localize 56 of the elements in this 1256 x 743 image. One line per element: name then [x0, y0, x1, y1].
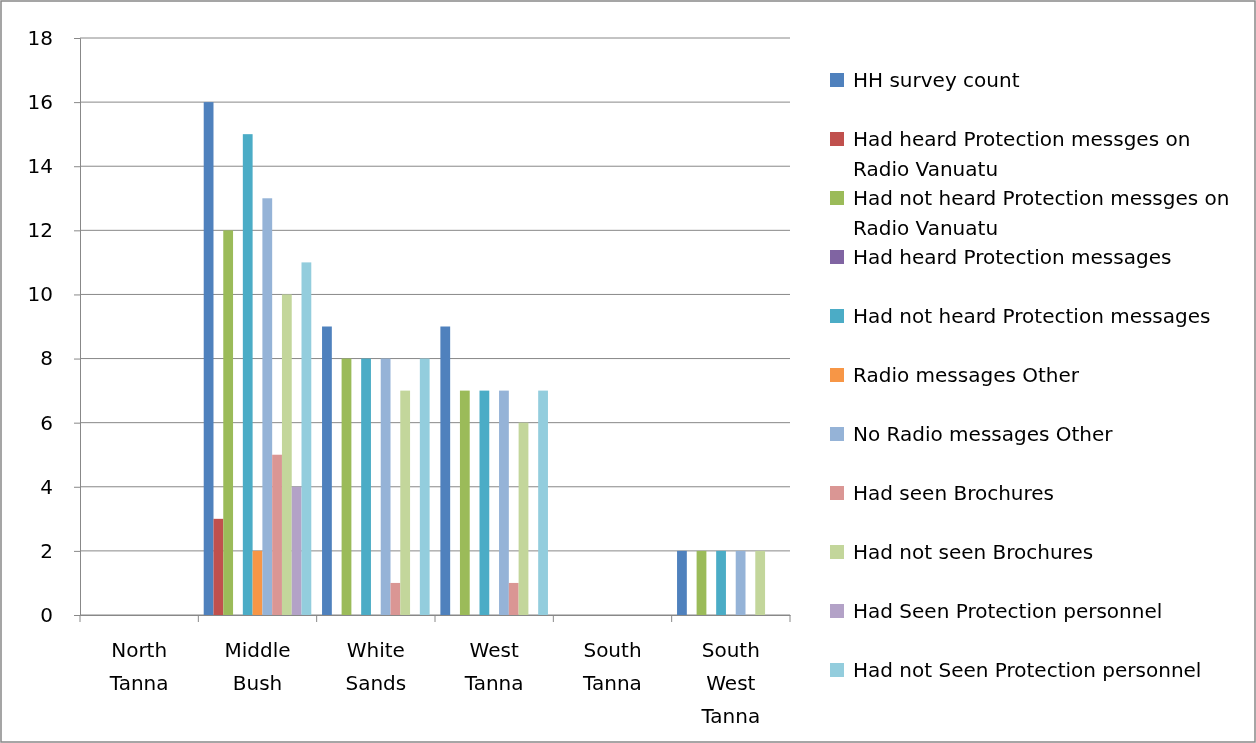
- bar: [716, 550, 726, 615]
- bar: [518, 422, 529, 615]
- y-tick-label: 18: [27, 25, 53, 50]
- x-tick-label: West Tanna: [463, 638, 524, 695]
- y-tick-label: 4: [40, 474, 53, 499]
- bar: [380, 358, 391, 615]
- legend-label: Had Seen Protection personnel: [853, 599, 1163, 623]
- legend-label: No Radio messages Other: [853, 422, 1114, 446]
- bar: [419, 358, 430, 615]
- x-tick-label: White Sands: [345, 638, 407, 695]
- bar: [301, 262, 312, 615]
- y-tick-label: 14: [27, 154, 53, 179]
- legend-label: Had not Seen Protection personnel: [853, 658, 1202, 682]
- x-tick-label: South West Tanna: [700, 638, 761, 728]
- y-tick-label: 8: [40, 346, 53, 371]
- bar: [508, 582, 519, 615]
- bar: [696, 550, 707, 615]
- bar: [341, 358, 352, 615]
- legend-label: Had heard Protection messages: [853, 245, 1172, 269]
- bar: [242, 134, 253, 615]
- bar: [440, 326, 451, 615]
- y-tick-label: 6: [40, 410, 53, 435]
- legend-label: Radio messages Other: [853, 363, 1080, 387]
- legend-label: HH survey count: [853, 68, 1020, 92]
- bar: [252, 550, 263, 615]
- bar: [322, 326, 332, 615]
- bar: [755, 550, 766, 615]
- bar: [291, 486, 302, 615]
- bar: [281, 294, 292, 615]
- x-tick-label: North Tanna: [108, 638, 169, 695]
- bar: [459, 390, 470, 615]
- legend-label: Had not heard Protection messges on Radio Vanuatu: [853, 186, 1230, 240]
- bar: [479, 390, 490, 615]
- bar: [735, 550, 746, 615]
- bar: [262, 198, 273, 615]
- bar: [400, 390, 411, 615]
- bar: [499, 390, 509, 615]
- bar: [213, 518, 224, 615]
- y-tick-label: 2: [40, 538, 53, 563]
- bar: [361, 358, 371, 615]
- bar: [223, 230, 234, 615]
- y-tick-label: 16: [27, 90, 53, 115]
- x-tick-label: South Tanna: [582, 638, 642, 695]
- bar: [203, 102, 214, 615]
- legend-label: Had not seen Brochures: [853, 540, 1094, 564]
- y-tick-label: 0: [40, 602, 53, 627]
- bar: [677, 550, 687, 615]
- bar: [390, 582, 401, 615]
- x-tick-label: Middle Bush: [224, 638, 291, 695]
- legend-label: Had not heard Protection messages: [853, 304, 1211, 328]
- legend-label: Had heard Protection messges on Radio Vanuatu: [853, 127, 1191, 181]
- legend-label: Had seen Brochures: [853, 481, 1055, 505]
- y-tick-label: 10: [27, 282, 53, 307]
- y-tick-label: 12: [27, 218, 53, 243]
- bar: [538, 390, 548, 615]
- bar: [272, 454, 282, 615]
